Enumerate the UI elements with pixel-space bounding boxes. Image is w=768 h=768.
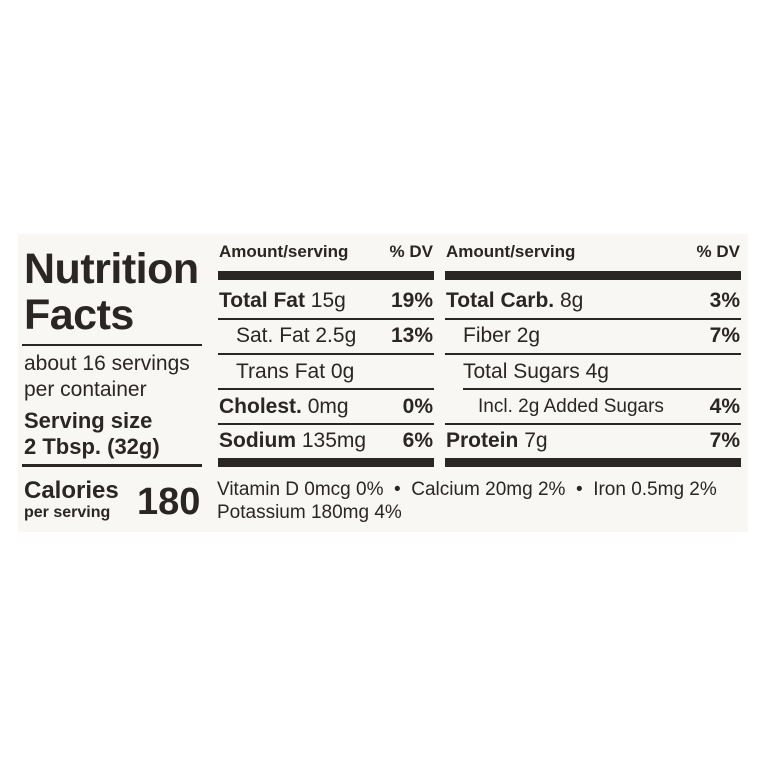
vitamins-line1: Vitamin D 0mcg 0% • Calcium 20mg 2% • Ir… [217,479,717,500]
right-row-fiber: Fiber 2g [463,324,541,347]
right-row-protein: Protein 7g [446,429,548,452]
vitamins-line2: Potassium 180mg 4% [217,502,402,523]
right-row-total-carb-dv: 3% [709,289,740,312]
title-line1: Nutrition [24,245,199,293]
left-header-amount: Amount/serving [219,242,349,261]
right-header-dv: % DV [696,242,740,261]
right-row-divider [445,423,741,425]
servings-line2: per container [24,378,147,401]
left-row-total-fat-dv: 19% [390,289,433,312]
right-row-protein-dv: 7% [709,429,740,452]
left-thick-rule-bottom [218,458,434,467]
serving-size-label: Serving size [24,408,153,433]
calories-value: 180 [137,481,201,523]
left-row-divider [218,318,434,320]
left-row-cholest-dv: 0% [402,395,433,418]
left-row-trans-fat: Trans Fat 0g [236,360,355,383]
right-thick-rule-top [445,271,741,280]
left-thick-rule-top [218,271,434,280]
left-header-dv: % DV [389,242,433,261]
servings-line1: about 16 servings [24,352,190,375]
title-line2: Facts [24,291,134,339]
right-header-amount: Amount/serving [446,242,576,261]
title-divider [22,344,202,346]
right-row-divider [445,353,741,355]
calories-label: Calories [24,477,119,504]
left-row-divider [218,353,434,355]
right-row-divider [463,388,741,390]
nutrition-facts-label: Nutrition Facts about 16 servings per co… [18,234,748,532]
left-row-total-fat: Total Fat 15g [219,289,346,312]
left-row-cholest: Cholest. 0mg [219,395,349,418]
left-row-sodium-dv: 6% [402,429,433,452]
right-thick-rule-bottom [445,458,741,467]
right-row-total-sugars: Total Sugars 4g [463,360,609,383]
left-row-sat-fat: Sat. Fat 2.5g [236,324,357,347]
serving-divider [22,464,202,467]
right-row-fiber-dv: 7% [709,324,740,347]
left-row-divider [218,388,434,390]
right-row-total-carb: Total Carb. 8g [446,289,584,312]
serving-size-value: 2 Tbsp. (32g) [24,434,160,459]
calories-sub: per serving [24,504,111,521]
right-row-added-sugars: Incl. 2g Added Sugars [478,396,664,417]
right-row-added-sugars-dv: 4% [709,395,740,418]
left-row-sat-fat-dv: 13% [390,324,433,347]
left-row-divider [218,423,434,425]
left-row-sodium: Sodium 135mg [219,429,367,452]
right-row-divider [445,318,741,320]
